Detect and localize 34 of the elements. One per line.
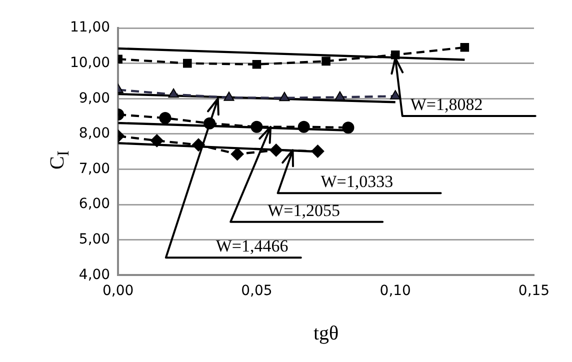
point xyxy=(224,92,234,101)
annotation: W=1,0333 xyxy=(320,172,394,192)
x-tick-label: 0,15 xyxy=(518,283,550,300)
point xyxy=(279,92,290,102)
y-tick-label: 4,00 xyxy=(78,266,110,283)
annotation: W=1,8082 xyxy=(410,95,483,114)
x-tick-label: 0,05 xyxy=(241,283,272,300)
point xyxy=(159,112,172,124)
y-tick-label: 6,00 xyxy=(78,196,110,212)
point xyxy=(230,148,244,161)
point xyxy=(342,122,354,134)
y-tick-label: 7,00 xyxy=(78,160,110,177)
point xyxy=(460,43,470,52)
y-tick-label: 8,00 xyxy=(78,126,110,142)
point xyxy=(270,144,283,157)
point xyxy=(250,120,263,133)
point xyxy=(322,56,330,66)
y-tick-label: 10,00 xyxy=(70,54,110,71)
y-tick-label: 11,00 xyxy=(70,20,110,36)
x-tick-label: 0,00 xyxy=(102,283,134,300)
point xyxy=(334,91,346,100)
y-tick-label: 5,00 xyxy=(78,232,110,248)
point xyxy=(390,90,401,100)
point xyxy=(183,58,192,68)
annotation: W=1,4466 xyxy=(216,236,288,256)
point xyxy=(298,120,310,133)
point xyxy=(311,144,324,158)
y-tick-label: 9,00 xyxy=(78,90,110,106)
annotation: W=1,2055 xyxy=(268,200,340,220)
x-tick-label: 0,10 xyxy=(380,283,411,300)
point xyxy=(150,134,164,148)
x-axis-title: tgθ xyxy=(313,322,339,344)
point xyxy=(252,60,262,69)
point xyxy=(168,88,179,98)
